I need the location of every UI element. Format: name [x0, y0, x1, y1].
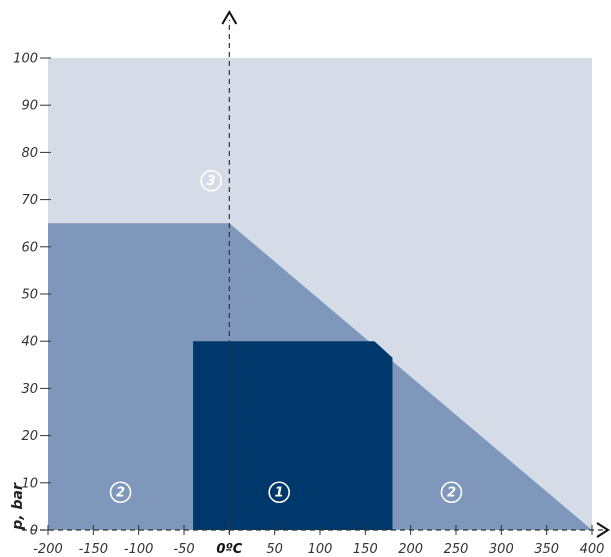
zone-1-label-text: 1: [275, 486, 284, 501]
y-tick-label: 40: [21, 335, 38, 350]
zone-1-label: 1: [268, 481, 291, 504]
y-tick-label: 70: [21, 193, 38, 208]
zone-1-area: [193, 341, 393, 530]
x-tick-label: 100: [308, 542, 333, 557]
zone-2-right-label-text: 2: [447, 486, 456, 501]
y-tick-label: 20: [21, 429, 38, 444]
x-tick-label: 0ºC: [216, 542, 242, 557]
x-tick-label: -150: [79, 542, 109, 557]
chart-regions: [48, 58, 592, 530]
y-tick-label: 50: [21, 288, 38, 303]
y-tick-label: 60: [21, 240, 38, 255]
zone-3-label-text: 3: [207, 174, 216, 189]
zone-2-right-label-circle: [440, 481, 463, 504]
x-tick-label: 50: [266, 542, 283, 557]
zone-3-label-circle: [200, 169, 222, 192]
zone-1-label-circle: [268, 481, 291, 504]
zone-2-right-label: 2: [440, 481, 463, 504]
y-axis-ticks: 0 10 20 30 40 50 60 70 80 90 100: [13, 52, 51, 539]
axes: [22, 10, 610, 538]
x-tick-label: 300: [489, 542, 514, 557]
zone-2-label: 2: [109, 481, 132, 504]
x-tick-label: -50: [173, 542, 194, 557]
y-axis-title: p, bar: [10, 482, 26, 531]
y-tick-label: 80: [21, 146, 38, 161]
y-tick-label: 90: [21, 99, 38, 114]
y-axis-arrow: [221, 10, 238, 25]
x-tick-label: 200: [398, 542, 423, 557]
y-tick-label: 0: [30, 524, 38, 539]
y-tick-label: 30: [21, 382, 38, 397]
x-tick-label: -100: [124, 542, 154, 557]
zone-3-label: 3: [200, 169, 222, 192]
x-axis-arrow: [596, 522, 610, 538]
zone-2-label-circle: [109, 481, 132, 504]
x-tick-label: 400: [580, 542, 605, 557]
y-tick-label: 100: [13, 52, 38, 67]
y-tick-label: 10: [21, 476, 38, 491]
x-tick-label: -200: [33, 542, 63, 557]
x-tick-label: 350: [534, 542, 559, 557]
x-tick-label: 150: [353, 542, 378, 557]
x-tick-label: 250: [444, 542, 469, 557]
zone-labels: 3 2 1 2: [109, 169, 463, 504]
x-axis-ticks: -200 -150 -100 -50 0ºC 50 100 150 200 250 300 350 40…: [33, 525, 604, 557]
zone-2-label-text: 2: [116, 486, 125, 501]
